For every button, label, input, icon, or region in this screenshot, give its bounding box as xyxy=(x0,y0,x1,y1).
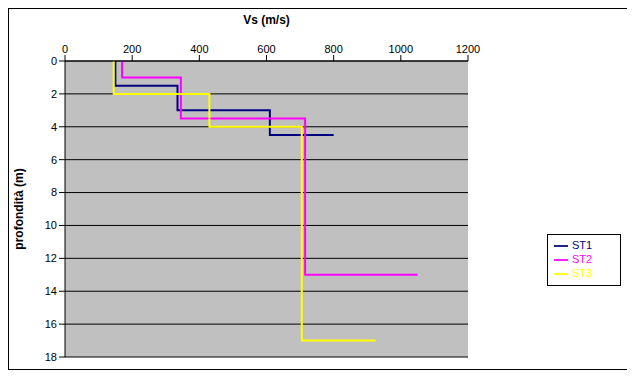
svg-text:4: 4 xyxy=(51,121,57,133)
svg-text:10: 10 xyxy=(45,219,57,231)
svg-text:1000: 1000 xyxy=(389,43,413,55)
svg-text:400: 400 xyxy=(190,43,208,55)
svg-text:14: 14 xyxy=(45,285,57,297)
svg-text:2: 2 xyxy=(51,88,57,100)
svg-text:8: 8 xyxy=(51,186,57,198)
svg-text:200: 200 xyxy=(123,43,141,55)
svg-text:0: 0 xyxy=(62,43,68,55)
svg-text:18: 18 xyxy=(45,351,57,363)
html-text:ST2: ST2 xyxy=(572,253,593,266)
svg-text:Vs (m/s): Vs (m/s) xyxy=(243,13,290,27)
html-text:ST3: ST3 xyxy=(572,267,593,280)
svg-text:600: 600 xyxy=(257,43,275,55)
svg-text:6: 6 xyxy=(51,154,57,166)
html-text:ST1: ST1 xyxy=(572,239,593,251)
svg-text:1200: 1200 xyxy=(456,43,480,55)
svg-text:profondità (m): profondità (m) xyxy=(12,168,26,249)
svg-text:800: 800 xyxy=(324,43,342,55)
svg-text:12: 12 xyxy=(45,252,57,264)
svg-text:0: 0 xyxy=(51,55,57,67)
svg-text:16: 16 xyxy=(45,318,57,330)
